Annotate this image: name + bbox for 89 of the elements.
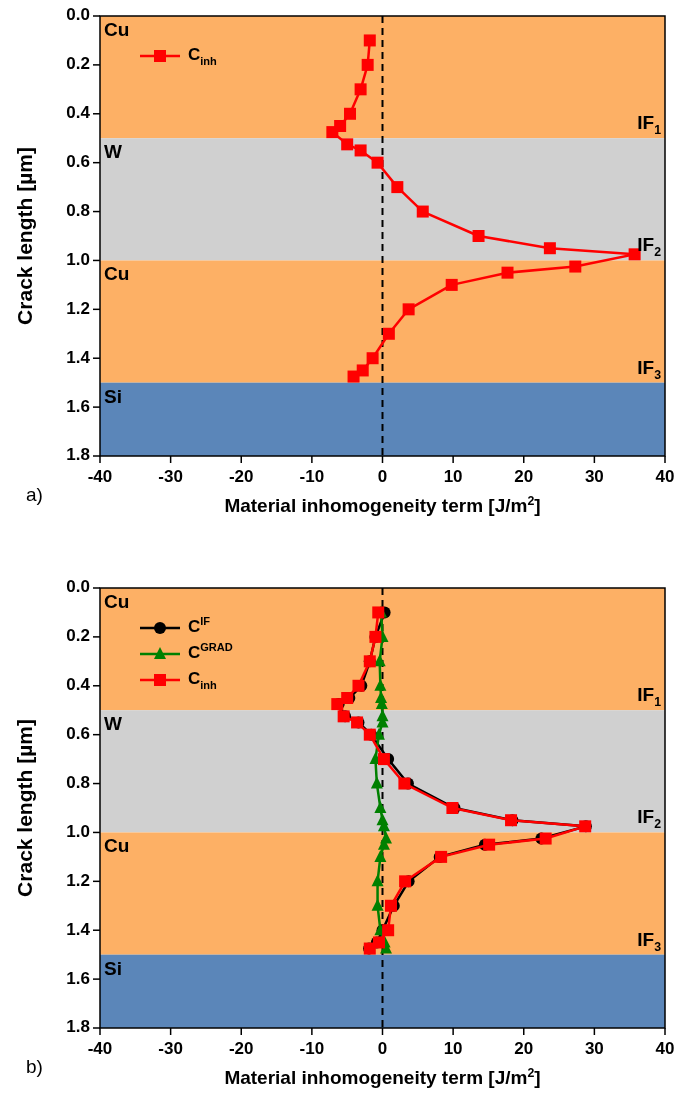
x-tick-label: -20 [228, 1039, 254, 1058]
annotation: IF$_{2}$ [637, 806, 662, 832]
y-tick-label: 1.2 [66, 870, 90, 890]
x-tick-label: 10 [443, 1039, 463, 1058]
legend-label: C$_{inh}$ [188, 45, 218, 67]
y-tick-label: 1.8 [66, 1017, 90, 1037]
x-tick-label: 0 [377, 1039, 388, 1058]
x-tick-label: 30 [584, 467, 604, 486]
x-tick-label: -30 [158, 1039, 183, 1058]
annotation: IF$_{2}$ [637, 234, 662, 260]
band-label: W [104, 141, 122, 163]
point [391, 181, 404, 194]
text: b) [26, 1056, 43, 1077]
band-label: Cu [104, 19, 130, 40]
x-axis-title: Material inhomogeneity term [J/m$^{2}$] [224, 494, 541, 516]
x-tick-label: 40 [655, 467, 675, 486]
y-tick-label: 1.6 [66, 968, 90, 988]
x-tick-label: -40 [87, 467, 113, 486]
point [569, 260, 582, 273]
point [445, 278, 458, 291]
point [326, 126, 339, 139]
point [472, 230, 485, 242]
point [371, 874, 384, 887]
y-tick-label: 1.0 [66, 249, 90, 269]
x-tick-label: -30 [158, 467, 183, 486]
x-tick-label: 20 [514, 467, 534, 486]
legend-label: C$^{IF}$ [188, 614, 211, 637]
y-tick-label: 0.6 [66, 152, 90, 172]
x-tick-label: -10 [299, 467, 325, 486]
point [341, 138, 354, 151]
y-tick-label: 0.6 [66, 724, 90, 744]
point [361, 58, 374, 71]
point [483, 838, 496, 851]
point [501, 266, 514, 279]
band-label: Si [104, 957, 122, 979]
x-tick-label: 20 [514, 1039, 534, 1058]
y-tick-label: 0.2 [66, 626, 90, 646]
point [539, 832, 552, 845]
x-tick-label: 0 [377, 467, 388, 486]
point [370, 776, 383, 789]
band-label: Cu [104, 835, 130, 857]
point [543, 242, 556, 255]
legend-label: C$^{GRAD}$ [188, 640, 233, 663]
point [374, 801, 387, 813]
annotation: IF$_{1}$ [637, 112, 662, 138]
point [377, 753, 390, 766]
y-tick-label: 0.4 [66, 675, 91, 695]
y-tick-label: 0.4 [66, 103, 91, 123]
point [371, 156, 384, 169]
band-label: Si [104, 385, 122, 407]
y-axis-title: Crack length [µm] [13, 147, 36, 325]
y-tick-label: 1.4 [66, 919, 91, 939]
point [354, 83, 367, 96]
y-tick-label: 1.6 [66, 396, 90, 416]
point [354, 144, 367, 157]
point [382, 924, 395, 937]
annotation: IF$_{1}$ [637, 684, 662, 710]
annotation: IF$_{3}$ [637, 356, 662, 382]
x-tick-label: -20 [228, 467, 254, 486]
point [344, 107, 357, 120]
band-label: Cu [104, 591, 130, 612]
point [374, 849, 387, 862]
text: a) [26, 484, 43, 505]
band-label: W [104, 713, 122, 735]
band-label: Cu [104, 263, 130, 285]
point [416, 205, 429, 218]
y-tick-label: 1.2 [66, 298, 90, 318]
point [363, 34, 376, 47]
y-tick-label: 1.0 [66, 821, 90, 841]
legend-label: C$_{inh}$ [188, 669, 218, 691]
x-tick-label: 10 [443, 467, 463, 486]
x-tick-label: -40 [87, 1039, 113, 1058]
y-tick-label: 0.8 [66, 201, 90, 221]
point [402, 303, 415, 316]
y-tick-label: 0.8 [66, 773, 90, 793]
y-tick-label: 1.8 [66, 445, 90, 465]
y-tick-label: 1.4 [66, 347, 91, 367]
x-axis-title: Material inhomogeneity term [J/m$^{2}$] [224, 1066, 541, 1088]
x-tick-label: -10 [299, 1039, 325, 1058]
y-tick-label: 0.0 [66, 5, 90, 25]
annotation: IF$_{3}$ [637, 928, 662, 954]
point [382, 327, 395, 340]
y-tick-label: 0.2 [66, 54, 90, 74]
x-tick-label: 30 [584, 1039, 604, 1058]
x-tick-label: 40 [655, 1039, 675, 1058]
point [347, 370, 360, 383]
point [366, 352, 379, 365]
y-tick-label: 0.0 [66, 577, 90, 597]
y-axis-title: Crack length [µm] [13, 719, 36, 897]
